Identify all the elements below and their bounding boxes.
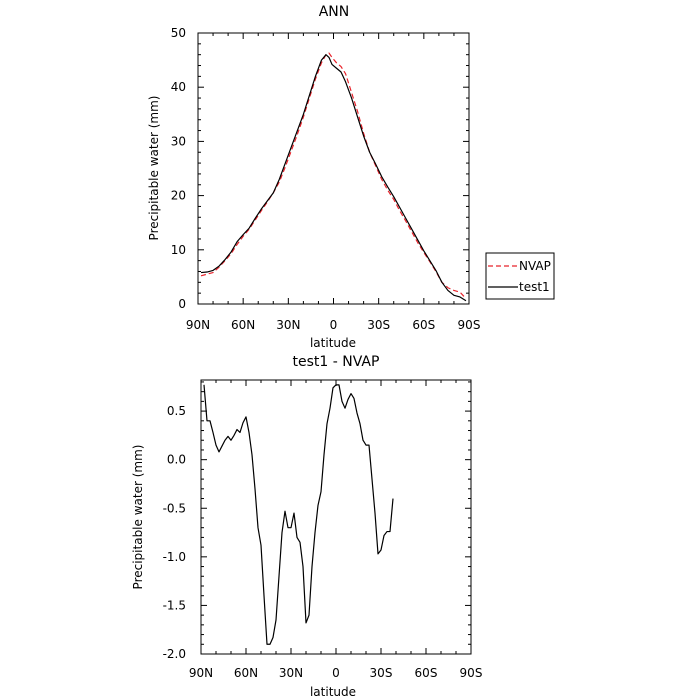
top-y-tick-label: 40 — [171, 80, 186, 94]
top-y-axis-label: Precipitable water (mm) — [147, 96, 161, 241]
top-series-nvap-line — [200, 52, 467, 299]
bottom-x-tick-label: 30S — [370, 666, 393, 680]
bottom-y-tick-label: -2.0 — [163, 647, 186, 661]
bottom-x-tick-label: 60N — [234, 666, 258, 680]
top-x-tick-label: 60N — [231, 318, 255, 332]
bottom-chart-panel: test1 - NVAP 90N 60N 30N 0 30S 60S 90S 0.5 0.0 -0… — [131, 354, 482, 699]
top-y-tick-label: 0 — [178, 297, 186, 311]
bottom-x-tick-label: 60S — [415, 666, 438, 680]
top-x-tick-label: 0 — [330, 318, 338, 332]
top-chart-panel: ANN 90N 60N 30N 0 30S 60S 90S 0 10 20 30 40 50 latit… — [147, 4, 480, 350]
top-series-test1-line — [200, 54, 467, 302]
top-y-tick-label: 10 — [171, 243, 186, 257]
bottom-y-tick-label: 0.5 — [167, 404, 186, 418]
bottom-plot-frame — [200, 379, 472, 655]
bottom-x-tick-label: 30N — [279, 666, 303, 680]
top-x-tick-label: 90S — [458, 318, 481, 332]
legend-nvap-label: NVAP — [519, 259, 551, 273]
bottom-series-diff-line — [203, 384, 394, 645]
bottom-y-tick-label: -0.5 — [163, 501, 186, 515]
top-y-tick-label: 50 — [171, 26, 186, 40]
bottom-y-tick-label: -1.5 — [163, 598, 186, 612]
top-x-tick-label: 90N — [186, 318, 210, 332]
bottom-x-tick-label: 90N — [189, 666, 213, 680]
bottom-x-tick-label: 90S — [460, 666, 483, 680]
top-chart-title: ANN — [319, 4, 350, 20]
bottom-chart-title: test1 - NVAP — [293, 354, 380, 370]
top-y-tick-label: 30 — [171, 134, 186, 148]
legend-box — [485, 252, 555, 300]
top-y-tick-label: 20 — [171, 189, 186, 203]
bottom-y-tick-label: 0.0 — [167, 453, 186, 467]
top-x-tick-label: 30S — [367, 318, 390, 332]
top-x-tick-label: 60S — [412, 318, 435, 332]
top-x-axis-label: latitude — [310, 336, 356, 350]
bottom-y-tick-label: -1.0 — [163, 550, 186, 564]
bottom-x-axis-label: latitude — [310, 685, 356, 699]
bottom-x-tick-label: 0 — [332, 666, 340, 680]
bottom-y-axis-label: Precipitable water (mm) — [131, 445, 145, 590]
legend-test1-label: test1 — [519, 280, 550, 294]
legend: NVAP test1 — [485, 252, 555, 300]
top-plot-frame — [197, 32, 470, 305]
top-x-tick-label: 30N — [276, 318, 300, 332]
